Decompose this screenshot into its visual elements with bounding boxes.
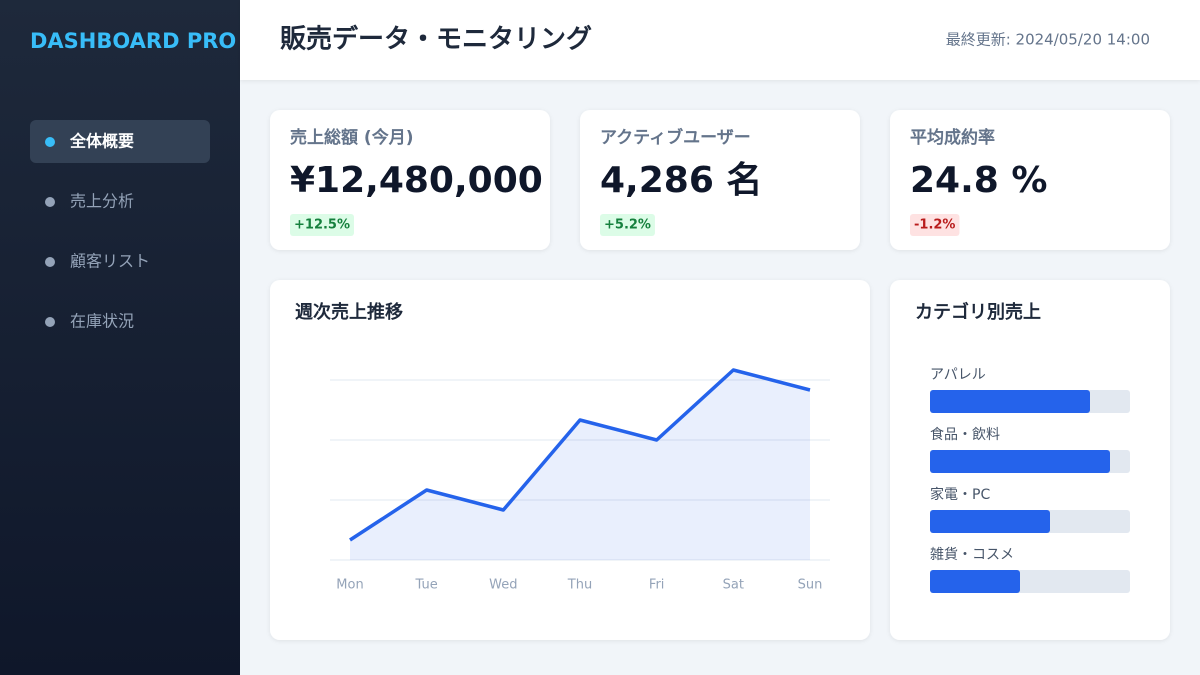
nav-item[interactable]: 全体概要 xyxy=(69,132,134,151)
bar xyxy=(930,450,1110,473)
line xyxy=(349,368,811,542)
nav-dot xyxy=(45,317,55,327)
category-label: アパレル xyxy=(930,367,986,383)
kpi-label: アクティブユーザー xyxy=(600,127,751,148)
kpi-change: -1.2% xyxy=(914,218,955,233)
nav-item[interactable]: 売上分析 xyxy=(70,192,134,211)
line-area xyxy=(350,370,810,560)
x-tick-label: Fri xyxy=(649,578,665,593)
kpi-label: 平均成約率 xyxy=(910,127,995,148)
x-tick-label: Mon xyxy=(336,578,363,593)
category-label: 食品・飲料 xyxy=(930,426,1000,443)
chart-title: 週次売上推移 xyxy=(295,301,403,323)
kpi-change-badge xyxy=(910,214,960,236)
card xyxy=(270,280,870,640)
category-label: 家電・PC xyxy=(930,486,990,503)
nav-dot xyxy=(45,197,55,207)
kpi-card xyxy=(890,110,1170,250)
x-tick-label: Wed xyxy=(489,578,517,593)
nav-active-bg xyxy=(30,120,210,163)
nav-dot xyxy=(45,257,55,267)
sidebar xyxy=(0,0,240,675)
logo: DASHBOARD PRO xyxy=(30,29,236,53)
chart-title: カテゴリ別売上 xyxy=(915,301,1041,323)
bar xyxy=(930,390,1090,413)
kpi-change-badge xyxy=(600,214,655,236)
nav-item[interactable]: 顧客リスト xyxy=(70,252,150,271)
kpi-value: 24.8 % xyxy=(910,160,1047,201)
kpi-value: ¥12,480,000 xyxy=(290,160,543,201)
page-title: 販売データ・モニタリング xyxy=(280,24,592,55)
kpi-value: 4,286 名 xyxy=(600,160,762,201)
kpi-label: 売上総額 (今月) xyxy=(290,127,413,148)
kpi-change: +12.5% xyxy=(294,218,350,233)
kpi-change: +5.2% xyxy=(604,218,651,233)
x-tick-label: Thu xyxy=(567,578,592,593)
x-tick-label: Tue xyxy=(415,578,438,593)
bar xyxy=(930,510,1050,533)
nav-item[interactable]: 在庫状況 xyxy=(70,312,134,331)
header xyxy=(240,0,1200,80)
x-tick-label: Sat xyxy=(723,578,744,593)
x-tick-label: Sun xyxy=(798,578,823,593)
kpi-change-badge xyxy=(290,214,354,236)
bar xyxy=(930,570,1020,593)
last-updated: 最終更新: 2024/05/20 14:00 xyxy=(946,31,1150,49)
nav-dot xyxy=(45,137,55,147)
category-label: 雑貨・コスメ xyxy=(930,546,1014,563)
